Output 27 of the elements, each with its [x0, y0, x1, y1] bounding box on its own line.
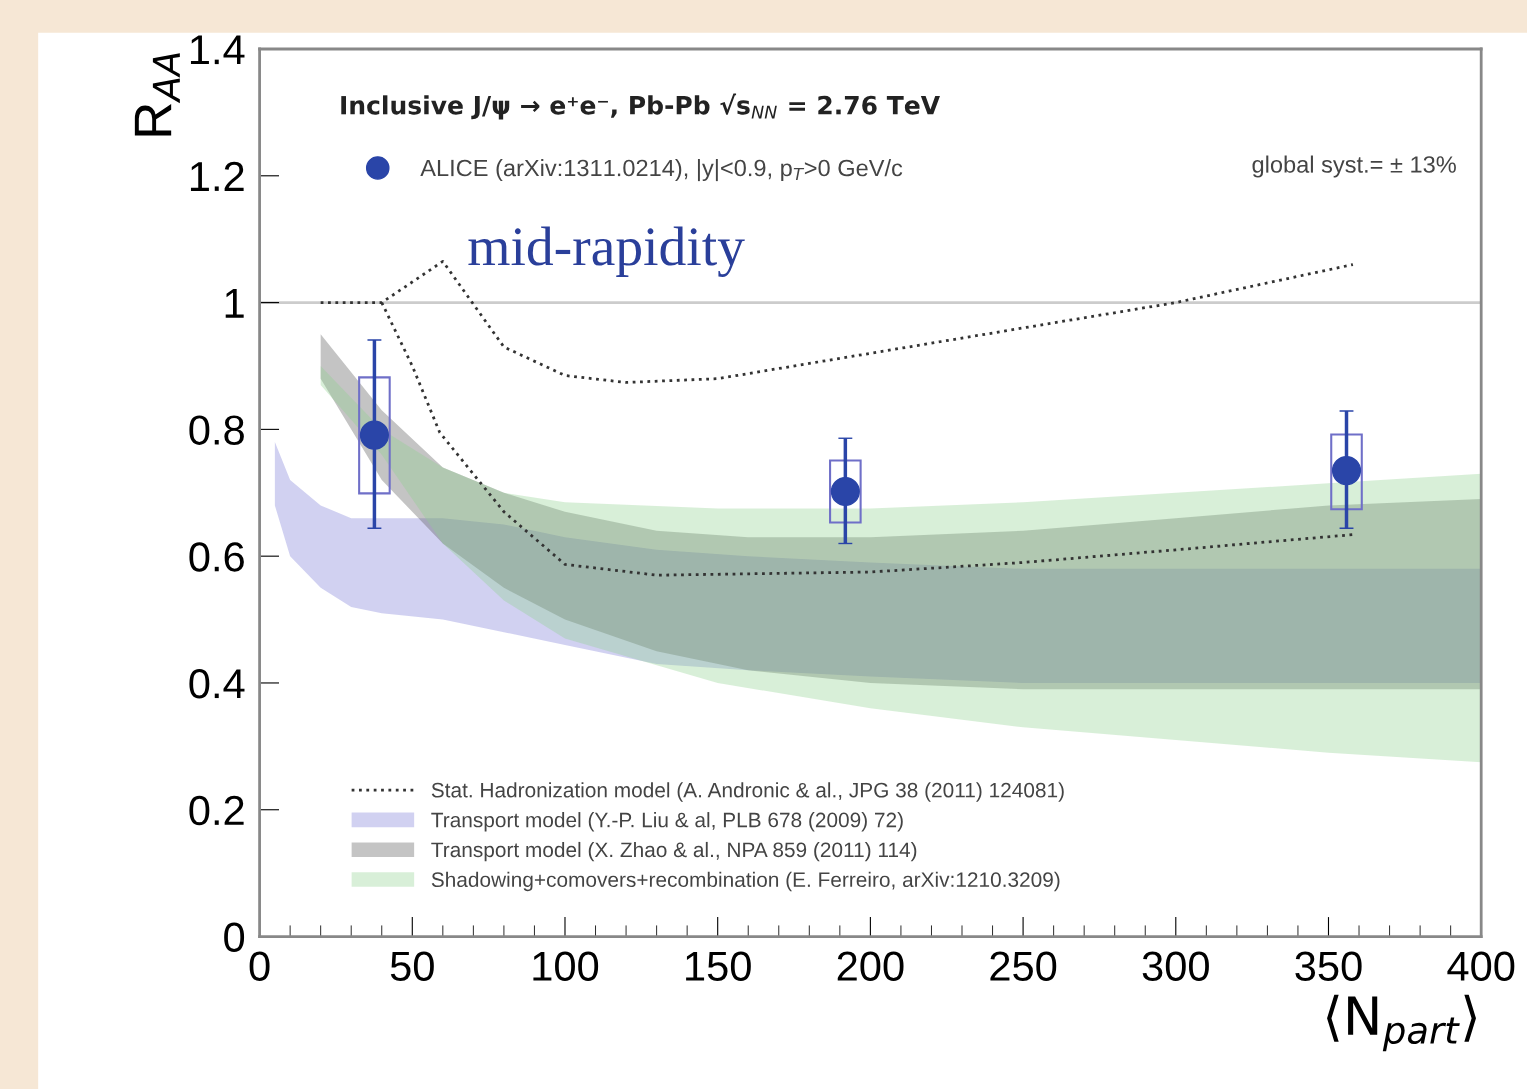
x-tick-label: 150: [686, 951, 751, 982]
x-axis-title: ⟨N$_{part}$⟩: [1327, 994, 1476, 1052]
annotation: mid-rapidity: [468, 226, 745, 278]
x-tick-label: 350: [1295, 951, 1362, 982]
y-tick-label: 0: [224, 922, 245, 953]
y-tick-label: 0.8: [189, 415, 244, 445]
annotation: Inclusive J/ψ → e⁺e⁻, Pb-Pb √s$_{NN}$ = 2.76 TeV: [341, 93, 940, 120]
y-tick-label: 1.2: [190, 161, 244, 191]
x-tick-label: 0: [249, 951, 270, 982]
legend-label: Transport model (Y.-P. Liu & al, PLB 678 (2009) 72): [431, 812, 903, 832]
x-tick-label: 50: [390, 951, 434, 982]
y-axis-title: R$_{AA}$: [134, 53, 180, 136]
y-tick-label: 0.6: [189, 542, 244, 572]
annotation: global syst.= ± 13%: [1252, 155, 1456, 178]
x-tick-label: 250: [990, 951, 1057, 982]
y-tick-label: 1: [225, 289, 244, 318]
x-tick-label: 300: [1142, 951, 1209, 982]
legend-label: ALICE (arXiv:1311.0214), |y|<0.9, p$_{T}$>0 GeV/c: [420, 159, 903, 182]
legend-label: Shadowing+comovers+recombination (E. Ferreiro, arXiv:1210.3209): [431, 871, 1060, 892]
legend-label: Transport model (X. Zhao & al., NPA 859 (2011) 114): [431, 841, 917, 862]
x-tick-label: 400: [1447, 951, 1515, 982]
y-tick-label: 1.4: [190, 35, 245, 65]
y-tick-label: 0.4: [189, 668, 245, 699]
y-tick-label: 0.2: [189, 795, 244, 826]
legend-label: Stat. Hadronization model (A. Andronic & al., JPG 38 (2011) 124081): [431, 782, 1064, 802]
x-tick-label: 200: [837, 951, 904, 982]
x-tick-label: 100: [533, 951, 599, 982]
